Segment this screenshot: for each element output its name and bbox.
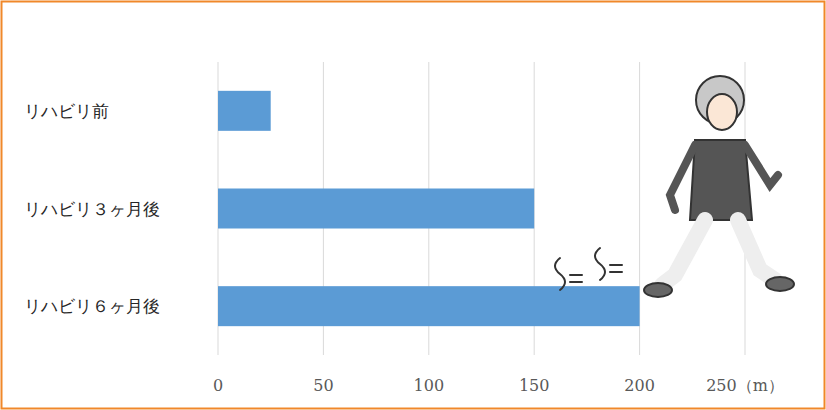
x-axis: 0 50 100 150 200 250（m） [213, 62, 784, 395]
category-label: リハビリ６ヶ月後 [24, 296, 160, 316]
category-label: リハビリ３ヶ月後 [24, 199, 160, 219]
bar [218, 286, 640, 326]
illustration-part [644, 283, 672, 297]
tick-label: 50 [313, 376, 333, 395]
walker-illustration [555, 76, 794, 297]
illustration-part [766, 277, 794, 291]
bar [218, 91, 271, 131]
tick-label: 200 [624, 376, 655, 395]
illustration-part [690, 140, 752, 220]
illustration-part [662, 220, 705, 285]
bars [218, 91, 640, 326]
frame [2, 2, 825, 409]
tick-label: 100 [414, 376, 445, 395]
illustration-part [745, 145, 778, 185]
y-axis: リハビリ前リハビリ３ヶ月後リハビリ６ヶ月後 [24, 101, 160, 316]
tick-label: 250（m） [706, 376, 784, 395]
chart-root: 0 50 100 150 200 250（m） リハビリ前リハビリ３ヶ月後リハビリ６ヶ月後 [0, 0, 826, 410]
tick-label: 0 [213, 376, 223, 395]
category-label: リハビリ前 [24, 101, 109, 121]
illustration-part [738, 220, 775, 280]
illustration-part [555, 258, 582, 290]
illustration-part [670, 145, 695, 210]
bar [218, 189, 534, 229]
illustration-part [707, 94, 737, 130]
tick-label: 150 [519, 376, 550, 395]
illustration-part [595, 248, 622, 280]
